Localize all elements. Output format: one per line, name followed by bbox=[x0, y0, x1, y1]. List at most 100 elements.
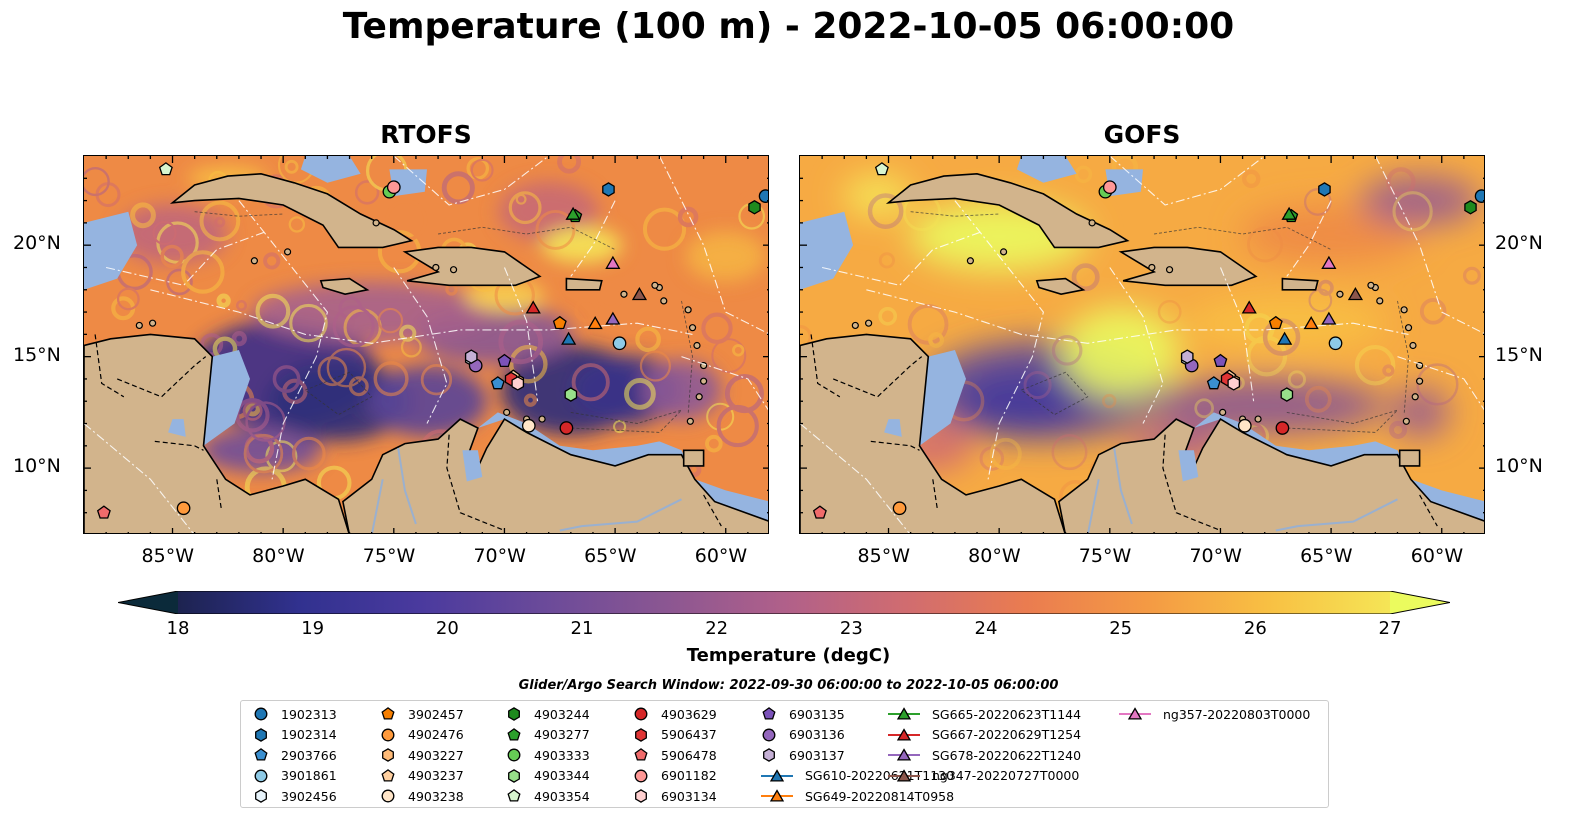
legend-pentagon-icon bbox=[507, 789, 521, 802]
marker-4902476 bbox=[176, 501, 191, 516]
marker-SG667-20220629T1254 bbox=[1241, 300, 1257, 314]
legend-marker-icon bbox=[254, 769, 268, 782]
marker-3901861 bbox=[1328, 336, 1343, 351]
legend-label: SG678-20220622T1240 bbox=[932, 747, 1082, 763]
bathymetry-contours bbox=[910, 211, 1409, 433]
lat-tick-label-right: 15°N bbox=[1495, 343, 1543, 366]
legend-item: 4903237 bbox=[378, 766, 464, 786]
marker-ng357-20220803T0000 bbox=[1321, 255, 1337, 269]
island bbox=[620, 290, 628, 298]
legend-item: SG667-20220629T1254 bbox=[886, 725, 1081, 745]
marker-6903135 bbox=[497, 353, 512, 368]
eez-boundaries bbox=[800, 156, 1484, 533]
marker-1902314 bbox=[602, 182, 615, 197]
marker-6901182 bbox=[1102, 180, 1117, 195]
marker-4903344 bbox=[564, 387, 578, 402]
legend-label: 3901861 bbox=[281, 768, 337, 783]
legend-item: 6903134 bbox=[631, 786, 717, 806]
legend-marker-icon bbox=[888, 748, 920, 761]
marker-SG665-20220623T1144 bbox=[1281, 206, 1297, 220]
marker-SG678-20220622T1240 bbox=[1321, 311, 1337, 325]
jamaica bbox=[1035, 277, 1086, 296]
lon-tick-label: 85°W bbox=[141, 545, 194, 567]
legend-triangle-icon bbox=[896, 727, 912, 741]
lake-nicaragua bbox=[884, 419, 902, 437]
legend-triangle-icon bbox=[1127, 707, 1143, 720]
legend-marker-icon bbox=[634, 748, 648, 761]
legend-item: 3902456 bbox=[251, 786, 337, 806]
marker-ng347-20220727T0000 bbox=[631, 286, 648, 301]
legend-circle-icon bbox=[254, 707, 268, 721]
bahamas-bank-1 bbox=[300, 156, 361, 183]
figure-title: Temperature (100 m) - 2022-10-05 06:00:0… bbox=[342, 6, 1235, 47]
legend-item: 1902313 bbox=[251, 704, 337, 724]
legend-circle-icon bbox=[254, 769, 268, 782]
legend-label: SG610-20220621T1130 bbox=[805, 768, 955, 783]
colorbar-tick-label: 26 bbox=[1243, 618, 1267, 639]
venezuela-shelf bbox=[1193, 412, 1484, 521]
island bbox=[1404, 324, 1413, 332]
legend-label: SG649-20220814T0958 bbox=[805, 788, 955, 804]
island bbox=[135, 321, 143, 330]
marker-4903238 bbox=[1237, 418, 1252, 433]
legend-triangle-icon bbox=[896, 768, 912, 782]
island bbox=[700, 377, 708, 385]
legend-item: 5906478 bbox=[631, 745, 717, 765]
legend-pentagon-icon bbox=[507, 727, 521, 741]
island bbox=[538, 415, 546, 423]
legend-marker-icon bbox=[762, 728, 776, 741]
legend-item: 6903137 bbox=[759, 745, 845, 765]
legend-marker-icon bbox=[381, 789, 395, 803]
legend-item: 6901182 bbox=[631, 766, 717, 786]
island bbox=[1148, 263, 1156, 272]
marker-SG610-20220621T1130 bbox=[1277, 331, 1293, 345]
legend-hexagon-icon bbox=[635, 789, 647, 803]
legend-item: 3901861 bbox=[251, 766, 337, 786]
marker-6901182 bbox=[386, 180, 401, 195]
island bbox=[1219, 408, 1227, 416]
island bbox=[695, 393, 703, 401]
island bbox=[148, 319, 157, 327]
legend-marker-icon bbox=[381, 768, 395, 782]
eez-boundaries bbox=[84, 156, 768, 533]
island bbox=[999, 248, 1008, 256]
legend-item: SG665-20220623T1144 bbox=[886, 704, 1081, 724]
cuba bbox=[885, 172, 1130, 249]
island bbox=[1336, 290, 1344, 298]
hispaniola bbox=[402, 246, 542, 287]
jamaica bbox=[319, 277, 370, 296]
country-borders bbox=[810, 334, 1438, 532]
marker-4903354 bbox=[158, 162, 173, 176]
marker-4903238 bbox=[521, 418, 536, 433]
lon-tick-label: 75°W bbox=[1078, 545, 1132, 567]
legend-marker-icon bbox=[888, 727, 920, 741]
legend-marker-icon bbox=[888, 768, 920, 782]
island bbox=[1165, 266, 1174, 274]
legend-triangle-icon bbox=[769, 789, 785, 802]
rivers bbox=[1087, 447, 1398, 533]
marker-SG665-20220623T1144 bbox=[565, 206, 581, 220]
colorbar-label: Temperature (degC) bbox=[686, 645, 891, 666]
lon-tick-label: 85°W bbox=[857, 545, 910, 567]
marker-3901861 bbox=[612, 336, 627, 351]
marker-2903766 bbox=[1206, 376, 1221, 390]
legend-circle-icon bbox=[507, 748, 521, 762]
island bbox=[864, 319, 873, 327]
colorbar-tick-label: 20 bbox=[435, 618, 459, 639]
lon-tick-label: 70°W bbox=[1189, 545, 1242, 567]
lake-maracaibo bbox=[462, 450, 483, 482]
marker-4902476 bbox=[892, 501, 907, 516]
marker-4903629 bbox=[1275, 421, 1290, 435]
legend-item: 3902457 bbox=[378, 704, 464, 724]
island bbox=[966, 257, 974, 265]
island bbox=[684, 306, 692, 314]
legend-hexagon-icon bbox=[255, 789, 267, 803]
lake-maracaibo bbox=[1178, 450, 1199, 482]
island bbox=[1376, 297, 1384, 305]
marker-4903354 bbox=[874, 162, 889, 176]
island bbox=[503, 408, 511, 416]
nicaragua-shelf bbox=[919, 350, 966, 446]
marker-ng347-20220727T0000 bbox=[1347, 286, 1364, 301]
axis-tick-marks bbox=[84, 156, 768, 533]
marker-4903629 bbox=[559, 421, 574, 435]
